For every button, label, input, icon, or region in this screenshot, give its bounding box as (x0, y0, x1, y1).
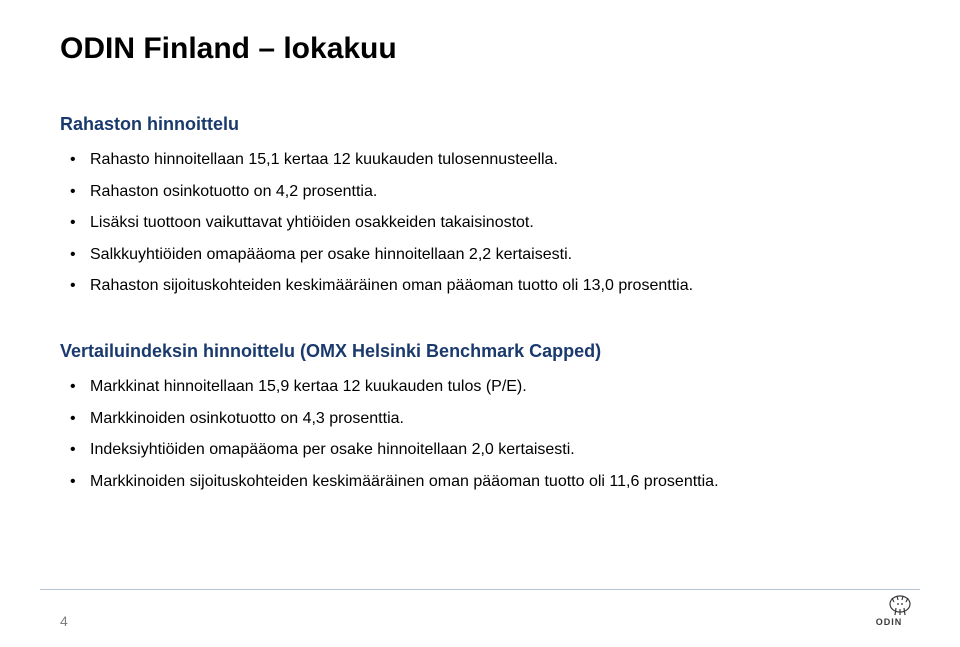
list-item: Lisäksi tuottoon vaikuttavat yhtiöiden o… (60, 212, 900, 234)
page-title: ODIN Finland – lokakuu (60, 32, 900, 66)
list-item: Salkkuyhtiöiden omapääoma per osake hinn… (60, 244, 900, 266)
footer: 4 ODIN (0, 589, 960, 629)
list-item: Markkinoiden osinkotuotto on 4,3 prosent… (60, 408, 900, 430)
list-item: Markkinoiden sijoituskohteiden keskimäär… (60, 471, 900, 493)
list-item: Indeksiyhtiöiden omapääoma per osake hin… (60, 439, 900, 461)
page-number: 4 (60, 613, 68, 629)
section1-heading: Rahaston hinnoittelu (60, 114, 900, 135)
list-item: Markkinat hinnoitellaan 15,9 kertaa 12 k… (60, 376, 900, 398)
list-item: Rahaston osinkotuotto on 4,2 prosenttia. (60, 181, 900, 203)
section1-list: Rahasto hinnoitellaan 15,1 kertaa 12 kuu… (60, 149, 900, 297)
list-item: Rahaston sijoituskohteiden keskimääräine… (60, 275, 900, 297)
section2-list: Markkinat hinnoitellaan 15,9 kertaa 12 k… (60, 376, 900, 492)
section2-heading: Vertailuindeksin hinnoittelu (OMX Helsin… (60, 341, 900, 362)
brand-text: ODIN (876, 617, 903, 627)
footer-divider (40, 589, 920, 590)
brand-logo: ODIN (858, 593, 920, 627)
list-item: Rahasto hinnoitellaan 15,1 kertaa 12 kuu… (60, 149, 900, 171)
